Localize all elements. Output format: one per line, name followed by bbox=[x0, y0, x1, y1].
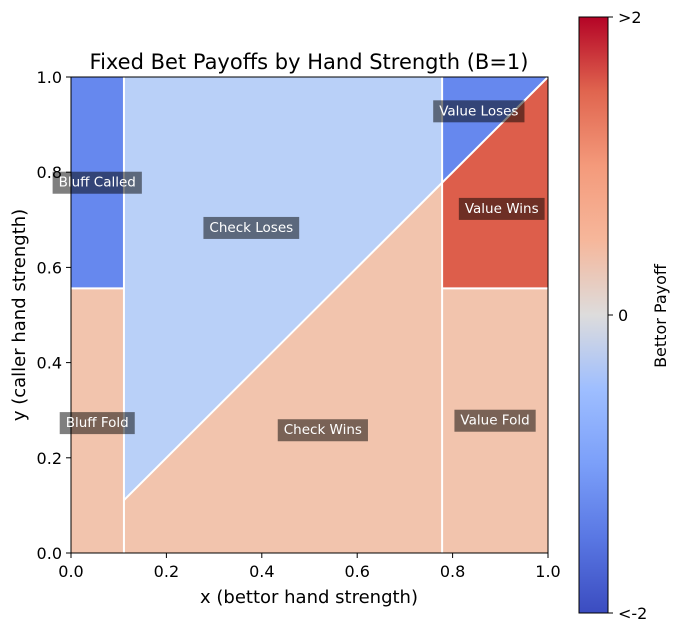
region-check-loses bbox=[123, 77, 443, 501]
region-label-check-loses: Check Loses bbox=[203, 216, 300, 239]
y-tick-label: 0.4 bbox=[37, 354, 62, 373]
x-tick-label: 0.6 bbox=[344, 562, 369, 581]
diagonal-line bbox=[123, 76, 549, 501]
plot-regions bbox=[71, 77, 548, 553]
x-tick-label: 0.4 bbox=[249, 562, 274, 581]
region-label-bluff-fold: Bluff Fold bbox=[59, 412, 135, 435]
region-label-text: Value Fold bbox=[460, 413, 529, 429]
colorbar-tick-label: >2 bbox=[618, 8, 642, 27]
region-label-text: Bluff Called bbox=[59, 175, 136, 191]
y-tick-label: 0.0 bbox=[37, 544, 62, 563]
colorbar bbox=[578, 16, 609, 614]
plot-frame bbox=[70, 76, 549, 554]
region-label-check-wins: Check Wins bbox=[277, 419, 368, 442]
region-label-text: Check Loses bbox=[209, 220, 293, 236]
y-tick-label: 0.6 bbox=[37, 258, 62, 277]
region-label-bluff-called: Bluff Called bbox=[52, 171, 142, 194]
region-label-box bbox=[458, 197, 545, 220]
region-label-value-wins: Value Wins bbox=[458, 197, 545, 220]
y-tick-label: 0.2 bbox=[37, 449, 62, 468]
region-label-value-fold: Value Fold bbox=[454, 409, 536, 432]
x-tick-label: 1.0 bbox=[535, 562, 560, 581]
region-label-text: Value Loses bbox=[439, 103, 518, 119]
y-axis-label: y (caller hand strength) bbox=[9, 209, 30, 421]
region-label-box bbox=[203, 216, 300, 239]
region-label-box bbox=[52, 171, 142, 194]
region-label-box bbox=[59, 412, 135, 435]
region-labels: Bluff Called Bluff Fold Check Loses Check W… bbox=[52, 100, 545, 442]
region-label-box bbox=[433, 100, 525, 123]
colorbar-ticks: <-2 0 >2 bbox=[608, 8, 647, 623]
x-axis-label: x (bettor hand strength) bbox=[200, 587, 418, 608]
region-value-wins bbox=[442, 77, 548, 289]
y-axis-ticks: 0.00.20.40.60.81.0 bbox=[37, 68, 71, 563]
x-tick-label: 0.8 bbox=[440, 562, 465, 581]
chart-title: Fixed Bet Payoffs by Hand Strength (B=1) bbox=[90, 50, 529, 74]
colorbar-tick-label: 0 bbox=[618, 306, 628, 325]
region-label-box bbox=[277, 419, 368, 442]
y-tick-label: 1.0 bbox=[37, 68, 62, 87]
region-label-value-loses: Value Loses bbox=[433, 100, 525, 123]
x-tick-label: 0.2 bbox=[154, 562, 179, 581]
x-tick-label: 0.0 bbox=[58, 562, 83, 581]
x-axis-ticks: 0.0 0.2 0.4 0.6 0.8 1.0 bbox=[58, 553, 561, 581]
colorbar-tick-label: <-2 bbox=[618, 604, 647, 623]
region-check-wins bbox=[123, 182, 443, 553]
region-label-text: Check Wins bbox=[284, 422, 362, 438]
colorbar-label: Bettor Payoff bbox=[651, 263, 670, 368]
region-label-box bbox=[454, 409, 536, 432]
region-label-text: Value Wins bbox=[465, 201, 539, 217]
region-label-text: Bluff Fold bbox=[66, 415, 129, 431]
region-divider-lines bbox=[71, 76, 549, 553]
